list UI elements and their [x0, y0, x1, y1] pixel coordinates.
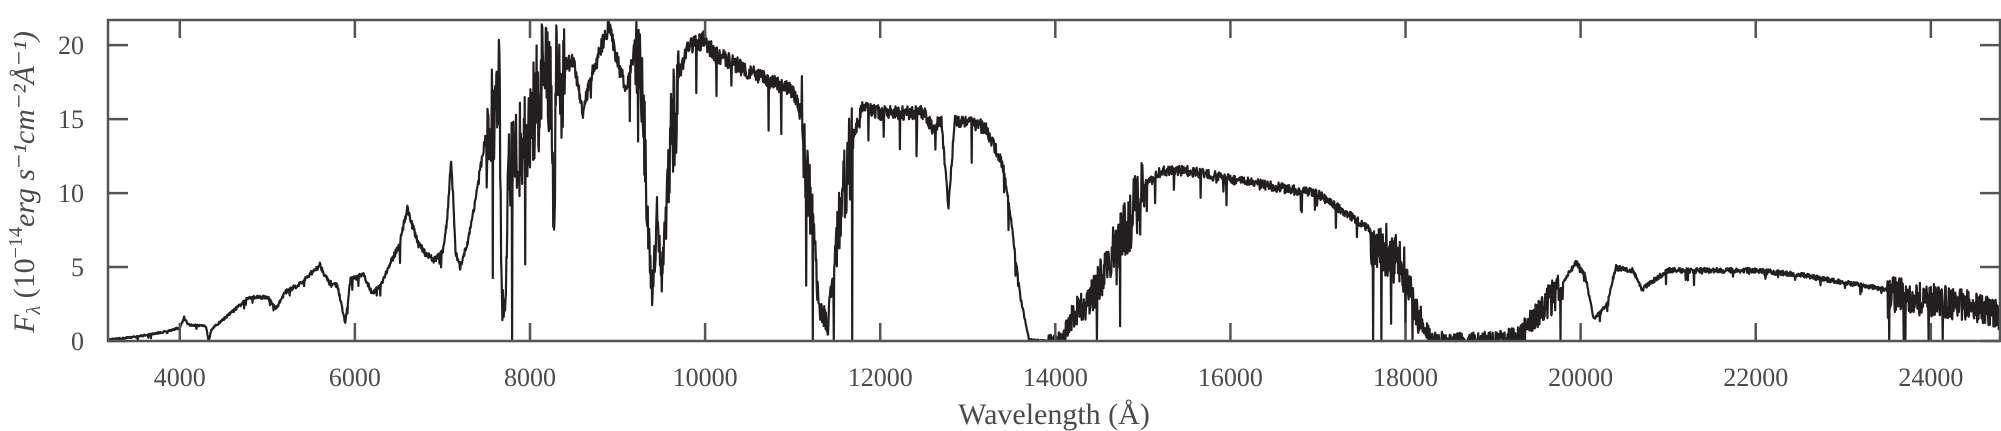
x-tick-label: 18000 [1373, 363, 1438, 392]
y-tick-label: 10 [58, 179, 84, 208]
x-tick-label: 22000 [1723, 363, 1788, 392]
x-tick-label: 14000 [1023, 363, 1088, 392]
x-tick-label: 16000 [1198, 363, 1263, 392]
x-tick-label: 4000 [154, 363, 206, 392]
y-label-units: erg s⁻¹cm⁻²Å⁻¹) [8, 31, 41, 227]
y-tick-label: 0 [71, 327, 84, 356]
x-tick-label: 24000 [1898, 363, 1963, 392]
x-tick-label: 8000 [504, 363, 556, 392]
spectrum-line [108, 20, 2001, 343]
x-axis-label: Wavelength (Å) [958, 398, 1150, 431]
y-label-sub: λ [23, 305, 45, 315]
y-tick-label: 20 [58, 31, 84, 60]
x-tick-label: 20000 [1548, 363, 1613, 392]
y-axis-label: Fλ (10−14erg s⁻¹cm⁻²Å⁻¹) [5, 31, 45, 334]
axes-frame [106, 18, 2001, 343]
tick-layer: 4000 6000 8000 10000 12000 14000 16000 18000 200… [58, 20, 2000, 392]
y-tick-label: 5 [71, 253, 84, 282]
x-tick-label: 10000 [673, 363, 738, 392]
y-tick-label: 15 [58, 105, 84, 134]
y-label-f: F [8, 314, 41, 334]
y-label-exp: −14 [5, 227, 27, 258]
x-tick-label: 12000 [848, 363, 913, 392]
x-tick-label: 6000 [329, 363, 381, 392]
y-label-text: (10 [8, 258, 41, 306]
series-layer [108, 20, 2001, 343]
